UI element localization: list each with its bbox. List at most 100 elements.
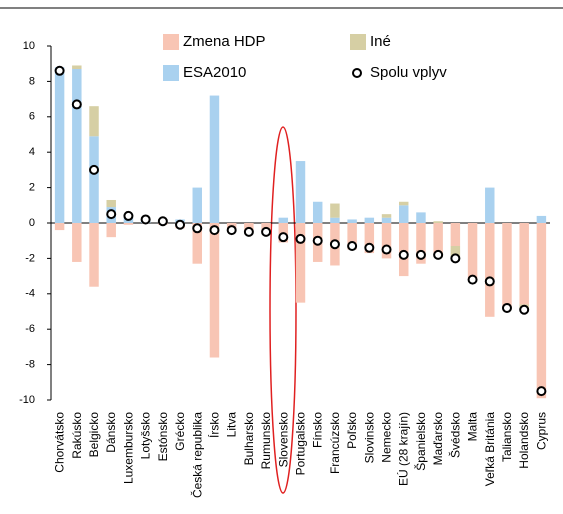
point <box>536 386 547 397</box>
bar <box>72 223 82 262</box>
bar <box>416 223 426 264</box>
bar <box>433 223 443 257</box>
point <box>450 253 461 264</box>
bar <box>502 223 512 308</box>
bar <box>192 223 202 264</box>
bar <box>89 106 99 137</box>
point <box>519 304 530 315</box>
x-tick-label: Maďarsko <box>431 412 445 466</box>
x-tick-label: Fínsko <box>311 412 325 448</box>
point <box>484 276 495 287</box>
y-tick-label: -10 <box>19 394 35 406</box>
x-tick-label: Dánsko <box>104 412 118 453</box>
x-tick-label: Slovinsko <box>362 412 376 464</box>
point <box>157 216 168 227</box>
y-tick-label: 10 <box>23 40 35 52</box>
bar <box>192 187 202 223</box>
bar <box>123 223 134 225</box>
point <box>364 242 375 253</box>
x-tick-label: Česká republika <box>189 412 204 498</box>
point <box>123 210 134 221</box>
point <box>433 249 444 260</box>
point <box>415 249 426 260</box>
x-tick-label: Taliansko <box>500 412 514 462</box>
x-tick-label: Holandsko <box>517 412 531 469</box>
x-tick-label: Chorvátsko <box>53 412 67 473</box>
bar <box>89 136 99 223</box>
bar <box>364 223 375 254</box>
y-tick-label: 4 <box>29 146 35 158</box>
bar <box>106 199 116 208</box>
point <box>106 209 117 220</box>
x-tick-label: Belgicko <box>87 412 101 458</box>
bar <box>416 212 426 223</box>
bar <box>519 223 529 305</box>
point <box>71 99 82 110</box>
bar <box>312 201 323 223</box>
legend-swatch <box>350 34 366 50</box>
x-tick-label: Estónsko <box>156 412 170 462</box>
point <box>278 232 289 243</box>
bar <box>89 223 99 287</box>
point <box>312 235 323 246</box>
x-tick-label: Grécko <box>173 412 187 451</box>
legend-swatch <box>163 65 179 81</box>
legend-label: Spolu vplyv <box>370 64 447 81</box>
x-tick-label: Portugalsko <box>294 412 308 476</box>
x-tick-label: Francúzsko <box>328 412 342 474</box>
point <box>261 226 272 237</box>
bar <box>536 215 547 223</box>
point <box>295 233 306 244</box>
bar <box>536 223 547 399</box>
bar <box>295 223 306 303</box>
y-tick-label: -6 <box>25 323 35 335</box>
bar <box>330 203 340 218</box>
point <box>192 223 203 234</box>
bar <box>399 223 409 277</box>
x-tick-label: Nemecko <box>380 412 394 463</box>
y-tick-label: -2 <box>25 252 35 264</box>
legend-label: ESA2010 <box>183 64 246 81</box>
bar <box>399 205 409 223</box>
x-tick-label: Írsko <box>206 412 221 438</box>
bar <box>330 217 340 223</box>
bar <box>364 217 375 223</box>
bar <box>433 221 443 223</box>
x-tick-label: Poľsko <box>345 412 359 449</box>
point <box>467 274 478 285</box>
legend-marker <box>352 68 362 78</box>
x-tick-label: Bulharsko <box>242 412 256 466</box>
x-tick-label: Malta <box>466 412 480 442</box>
legend-label: Iné <box>370 33 391 50</box>
bar <box>72 69 82 223</box>
point <box>140 214 151 225</box>
y-tick-label: -4 <box>25 288 35 300</box>
point <box>226 225 237 236</box>
bar <box>209 223 220 358</box>
point <box>347 241 358 252</box>
point <box>54 65 65 76</box>
bar <box>485 187 495 223</box>
bar <box>106 223 116 238</box>
bar <box>381 223 392 259</box>
bar <box>381 217 392 223</box>
bar <box>295 161 306 223</box>
point <box>175 219 186 230</box>
point <box>398 249 409 260</box>
point <box>329 239 340 250</box>
y-tick-label: 2 <box>29 182 35 194</box>
x-tick-label: Rakúsko <box>70 412 84 459</box>
bar <box>209 95 220 223</box>
bar <box>381 214 392 218</box>
bar <box>399 201 409 206</box>
x-tick-label: Lotyšsko <box>139 412 153 460</box>
point <box>501 302 512 313</box>
y-tick-label: 6 <box>29 111 35 123</box>
bar <box>72 65 82 70</box>
bar <box>278 217 289 223</box>
point <box>89 164 100 175</box>
legend-swatch <box>163 34 179 50</box>
x-tick-label: Veľká Británia <box>483 412 497 487</box>
bar <box>347 223 357 250</box>
